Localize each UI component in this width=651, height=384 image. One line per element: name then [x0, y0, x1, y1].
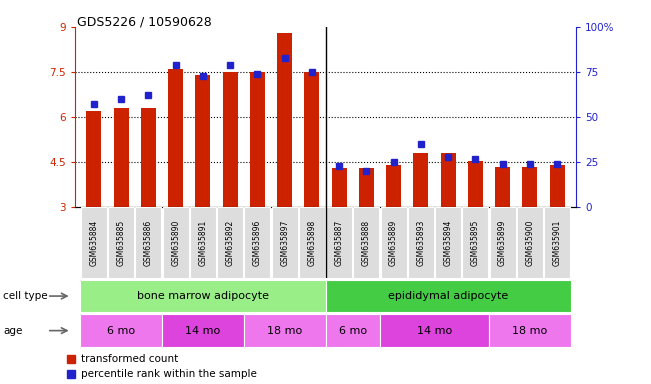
Text: GDS5226 / 10590628: GDS5226 / 10590628 — [77, 15, 212, 28]
FancyBboxPatch shape — [190, 207, 216, 278]
FancyBboxPatch shape — [80, 314, 162, 347]
FancyBboxPatch shape — [353, 207, 380, 278]
Text: 6 mo: 6 mo — [107, 326, 135, 336]
Bar — [522, 167, 537, 207]
Bar — [223, 72, 238, 207]
Text: GSM635891: GSM635891 — [199, 220, 208, 266]
FancyBboxPatch shape — [435, 207, 461, 278]
FancyBboxPatch shape — [81, 207, 107, 278]
FancyBboxPatch shape — [244, 207, 270, 278]
Bar — [331, 168, 346, 207]
FancyBboxPatch shape — [380, 314, 489, 347]
Text: GSM635888: GSM635888 — [362, 220, 371, 266]
Text: GSM635886: GSM635886 — [144, 220, 153, 266]
Text: GSM635889: GSM635889 — [389, 220, 398, 266]
Text: GSM635885: GSM635885 — [117, 220, 126, 266]
Bar — [441, 153, 456, 207]
Text: GSM635884: GSM635884 — [89, 220, 98, 266]
Text: percentile rank within the sample: percentile rank within the sample — [81, 369, 257, 379]
Text: GSM635887: GSM635887 — [335, 220, 344, 266]
Bar — [168, 69, 183, 207]
FancyBboxPatch shape — [490, 207, 516, 278]
Bar — [250, 72, 265, 207]
Bar — [495, 167, 510, 207]
Text: 18 mo: 18 mo — [512, 326, 547, 336]
Bar — [549, 165, 564, 207]
FancyBboxPatch shape — [326, 280, 571, 312]
FancyBboxPatch shape — [381, 207, 407, 278]
Text: GSM635892: GSM635892 — [226, 220, 234, 266]
Text: GSM635890: GSM635890 — [171, 220, 180, 266]
Bar — [359, 168, 374, 207]
Text: 14 mo: 14 mo — [186, 326, 221, 336]
Text: GSM635900: GSM635900 — [525, 220, 534, 266]
FancyBboxPatch shape — [299, 207, 325, 278]
Text: GSM635893: GSM635893 — [417, 220, 425, 266]
Text: 6 mo: 6 mo — [339, 326, 367, 336]
Bar — [468, 161, 483, 207]
Text: GSM635898: GSM635898 — [307, 220, 316, 266]
FancyBboxPatch shape — [517, 207, 543, 278]
Text: GSM635901: GSM635901 — [553, 220, 562, 266]
Text: age: age — [3, 326, 23, 336]
FancyBboxPatch shape — [243, 314, 326, 347]
Bar — [386, 165, 401, 207]
Text: 14 mo: 14 mo — [417, 326, 452, 336]
FancyBboxPatch shape — [217, 207, 243, 278]
FancyBboxPatch shape — [489, 314, 571, 347]
Bar — [305, 72, 320, 207]
FancyBboxPatch shape — [326, 207, 352, 278]
FancyBboxPatch shape — [544, 207, 570, 278]
Bar — [413, 153, 428, 207]
Text: GSM635894: GSM635894 — [443, 220, 452, 266]
Bar — [114, 108, 129, 207]
Bar — [195, 75, 210, 207]
FancyBboxPatch shape — [408, 207, 434, 278]
FancyBboxPatch shape — [80, 280, 326, 312]
FancyBboxPatch shape — [326, 314, 380, 347]
Text: GSM635895: GSM635895 — [471, 220, 480, 266]
FancyBboxPatch shape — [163, 207, 189, 278]
FancyBboxPatch shape — [462, 207, 488, 278]
Text: 18 mo: 18 mo — [267, 326, 302, 336]
Text: transformed count: transformed count — [81, 354, 178, 364]
Text: cell type: cell type — [3, 291, 48, 301]
Text: bone marrow adipocyte: bone marrow adipocyte — [137, 291, 269, 301]
FancyBboxPatch shape — [162, 314, 243, 347]
Bar — [277, 33, 292, 207]
FancyBboxPatch shape — [135, 207, 161, 278]
Text: epididymal adipocyte: epididymal adipocyte — [388, 291, 508, 301]
FancyBboxPatch shape — [108, 207, 134, 278]
Bar — [141, 108, 156, 207]
Bar — [87, 111, 102, 207]
Text: GSM635899: GSM635899 — [498, 220, 507, 266]
Text: GSM635896: GSM635896 — [253, 220, 262, 266]
FancyBboxPatch shape — [271, 207, 298, 278]
Text: GSM635897: GSM635897 — [280, 220, 289, 266]
